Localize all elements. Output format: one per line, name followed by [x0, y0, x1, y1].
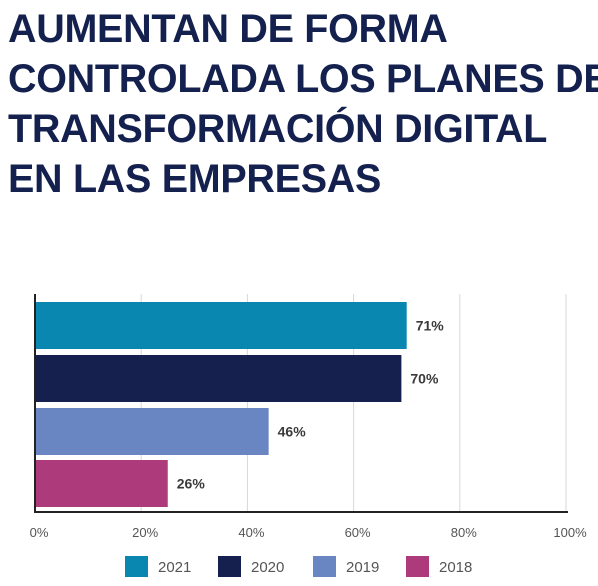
legend-swatch-2021	[125, 556, 148, 577]
x-tick-label: 80%	[451, 525, 477, 540]
data-label-2019: 46%	[278, 424, 307, 440]
x-tick-label: 100%	[553, 525, 587, 540]
x-tick-label: 40%	[238, 525, 264, 540]
legend-label-2021: 2021	[158, 559, 191, 576]
x-tick-label: 0%	[30, 525, 49, 540]
x-tick-label: 20%	[132, 525, 158, 540]
bar-2020	[35, 355, 402, 402]
title-line-4: EN LAS EMPRESAS	[8, 157, 382, 201]
legend-swatch-2018	[406, 556, 429, 577]
bar-2021	[35, 302, 407, 349]
legend-label-2018: 2018	[439, 559, 472, 576]
legend-swatch-2020	[218, 556, 241, 577]
chart-title: AUMENTAN DE FORMA CONTROLADA LOS PLANES …	[8, 4, 598, 204]
title-line-2: CONTROLADA LOS PLANES DE	[8, 57, 598, 101]
data-label-2018: 26%	[177, 476, 206, 492]
data-label-2021: 71%	[416, 318, 445, 334]
legend-swatch-2019	[313, 556, 336, 577]
bar-2018	[35, 460, 168, 507]
title-line-1: AUMENTAN DE FORMA	[8, 7, 448, 51]
x-tick-label: 60%	[345, 525, 371, 540]
bar-2019	[35, 408, 269, 455]
legend-label-2020: 2020	[251, 559, 284, 576]
title-line-3: TRANSFORMACIÓN DIGITAL	[8, 107, 548, 151]
data-label-2020: 70%	[410, 371, 439, 387]
legend-label-2019: 2019	[346, 559, 379, 576]
bar-chart: 71% 70% 46% 26% 0% 20% 40% 60% 80% 100% 2021 2020 20…	[30, 294, 587, 577]
